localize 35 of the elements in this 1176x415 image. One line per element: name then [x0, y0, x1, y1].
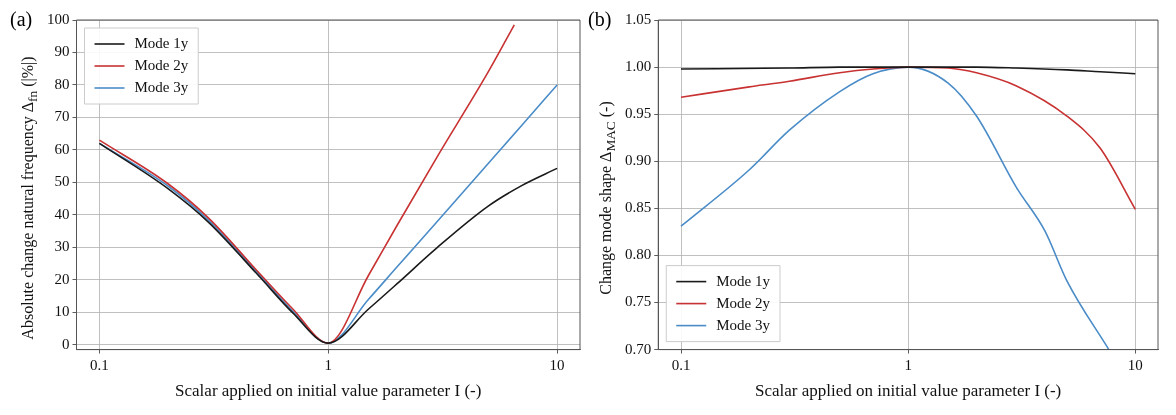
y-tick-label: 80 — [54, 75, 70, 92]
x-tick-label: 10 — [1127, 356, 1143, 373]
legend-label: Mode 2y — [134, 56, 189, 73]
y-tick-label: 60 — [54, 140, 70, 157]
y-tick-label: 100 — [47, 10, 70, 27]
legend-label: Mode 3y — [716, 316, 771, 333]
x-tick-label: 0.1 — [90, 356, 109, 373]
legend-label: Mode 3y — [134, 78, 189, 95]
y-tick-label: 40 — [54, 205, 70, 222]
y-tick-label: 0.90 — [625, 152, 652, 169]
y-tick-label: 0.80 — [625, 246, 652, 263]
y-tick-label: 30 — [54, 238, 70, 255]
x-tick-label: 1 — [904, 356, 912, 373]
chart-title: (a) — [10, 8, 33, 31]
y-tick-label: 50 — [54, 173, 70, 190]
y-tick-label: 1.05 — [625, 10, 652, 27]
x-tick-label: 10 — [549, 356, 565, 373]
legend-label: Mode 2y — [716, 294, 771, 311]
y-tick-label: 0.70 — [625, 340, 652, 357]
x-tick-label: 0.1 — [671, 356, 691, 373]
x-tick-label: 1 — [324, 356, 333, 373]
y-tick-label: 10 — [54, 303, 70, 320]
y-tick-label: 0 — [62, 335, 70, 352]
y-tick-label: 1.00 — [625, 58, 652, 75]
y-tick-label: 0.95 — [625, 105, 652, 122]
x-axis-title: Scalar applied on initial value parameter I (-) — [175, 381, 482, 401]
y-tick-label: 90 — [54, 43, 70, 60]
y-tick-label: 70 — [54, 108, 70, 125]
legend-label: Mode 1y — [134, 34, 189, 51]
y-tick-label: 0.85 — [625, 199, 652, 216]
x-axis-title: Scalar applied on initial value parameter I (-) — [754, 381, 1062, 401]
y-tick-label: 0.75 — [625, 293, 652, 310]
chart-title: (b) — [588, 8, 612, 31]
y-tick-label: 20 — [54, 270, 70, 287]
legend-label: Mode 1y — [716, 272, 771, 289]
